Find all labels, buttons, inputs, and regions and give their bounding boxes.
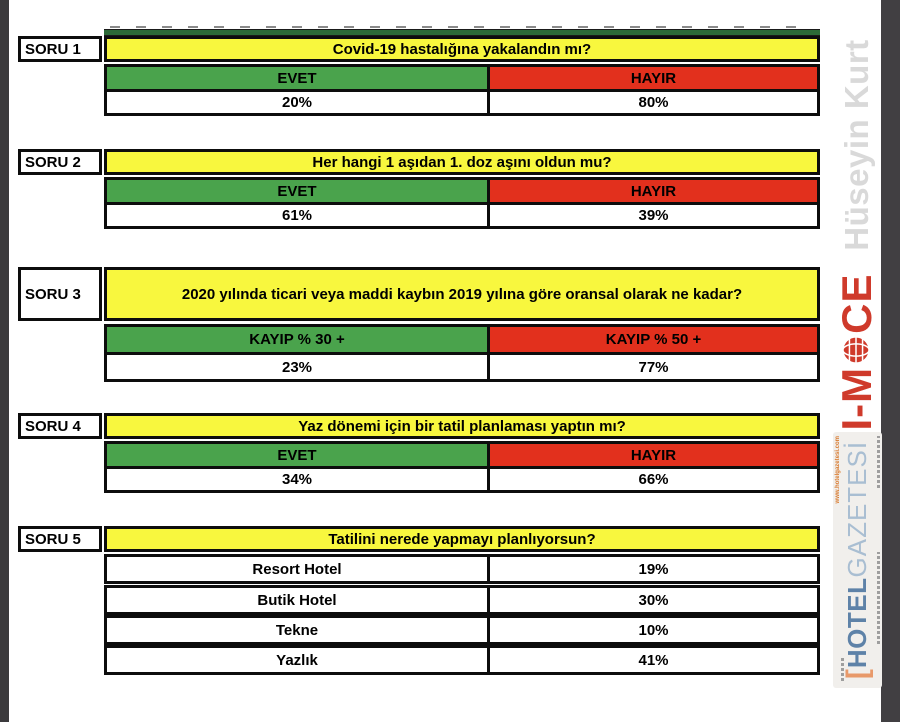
- question-number-cell: SORU 3: [18, 267, 102, 321]
- answer-no-cell: HAYIR: [490, 67, 817, 89]
- option-value: 30%: [490, 588, 817, 612]
- question-number-cell: SORU 2: [18, 149, 102, 175]
- question-number: SORU 5: [25, 530, 81, 548]
- imice-text-suffix: CE: [833, 273, 880, 334]
- option-label: Butik Hotel: [107, 588, 487, 612]
- answer-no-value: 80%: [490, 92, 817, 113]
- question-text: 2020 yılında ticari veya maddi kaybın 20…: [181, 285, 743, 303]
- question-text: Yaz dönemi için bir tatil planlaması yap…: [298, 417, 626, 435]
- answer-yes-value: 61%: [107, 205, 487, 226]
- viewer-right-edge: [881, 0, 900, 722]
- question-header: Tatilini nerede yapmayı planlıyorsun?: [104, 526, 820, 552]
- cropped-green-row-remnant: [104, 29, 820, 36]
- option-row: Resort Hotel 19%: [104, 554, 820, 584]
- question-header: Covid-19 hastalığına yakalandın mı?: [104, 36, 820, 62]
- answer-no-value: 39%: [490, 205, 817, 226]
- logo-contact-fineprint: [877, 552, 880, 644]
- question-header: Her hangi 1 aşıdan 1. doz aşını oldun mu…: [104, 149, 820, 175]
- answer-no-cell: HAYIR: [490, 180, 817, 202]
- option-row: Yazlık 41%: [104, 645, 820, 675]
- author-watermark: Hüseyin Kurt: [838, 39, 875, 251]
- answer-yes-cell: EVET: [107, 444, 487, 466]
- question-number-cell: SORU 5: [18, 526, 102, 552]
- logo-hotel-text: HOTEL: [842, 577, 872, 669]
- option-row: Tekne 10%: [104, 615, 820, 645]
- answer-loss50-cell: KAYIP % 50 +: [490, 327, 817, 352]
- imice-logo: I-M CE: [832, 264, 882, 440]
- answer-loss30-value: 23%: [107, 355, 487, 379]
- answers-table: KAYIP % 30 + KAYIP % 50 + 23% 77%: [104, 324, 820, 382]
- logo-issue-fineprint: [877, 436, 880, 488]
- answers-table: EVET HAYIR 34% 66%: [104, 441, 820, 493]
- logo-website: www.hotelgazetesi.com: [835, 436, 841, 504]
- option-label: Tekne: [107, 618, 487, 642]
- question-number: SORU 4: [25, 417, 81, 435]
- answers-table: EVET HAYIR 20% 80%: [104, 64, 820, 116]
- answer-yes-cell: EVET: [107, 180, 487, 202]
- answer-yes-value: 34%: [107, 469, 487, 490]
- question-text: Covid-19 hastalığına yakalandın mı?: [332, 40, 592, 58]
- answer-no-cell: HAYIR: [490, 444, 817, 466]
- hotel-gazetesi-logo: [ HOTEL GAZETESİ www.hotelgazetesi.com: [833, 432, 882, 688]
- question-number: SORU 1: [25, 40, 81, 58]
- answers-table: EVET HAYIR 61% 39%: [104, 177, 820, 229]
- question-number: SORU 2: [25, 153, 81, 171]
- option-value: 10%: [490, 618, 817, 642]
- option-row: Butik Hotel 30%: [104, 585, 820, 615]
- option-label: Yazlık: [107, 648, 487, 672]
- answer-yes-cell: EVET: [107, 67, 487, 89]
- option-value: 19%: [490, 557, 817, 581]
- viewer-left-edge: [0, 0, 9, 722]
- imice-text-prefix: I-M: [833, 366, 880, 431]
- option-label: Resort Hotel: [107, 557, 487, 581]
- question-number-cell: SORU 1: [18, 36, 102, 62]
- option-value: 41%: [490, 648, 817, 672]
- question-text: Her hangi 1 aşıdan 1. doz aşını oldun mu…: [312, 153, 612, 171]
- answer-loss50-value: 77%: [490, 355, 817, 379]
- answer-yes-value: 20%: [107, 92, 487, 113]
- logo-slogan-fineprint: [841, 657, 844, 681]
- question-text: Tatilini nerede yapmayı planlıyorsun?: [328, 530, 596, 548]
- answer-loss30-cell: KAYIP % 30 +: [107, 327, 487, 352]
- logo-gazetesi-text: GAZETESİ: [842, 440, 872, 578]
- logo-bracket: [: [840, 669, 874, 680]
- question-number: SORU 3: [25, 285, 81, 303]
- question-number-cell: SORU 4: [18, 413, 102, 439]
- question-header: Yaz dönemi için bir tatil planlaması yap…: [104, 413, 820, 439]
- answer-no-value: 66%: [490, 469, 817, 490]
- globe-icon: [833, 335, 881, 365]
- question-header: 2020 yılında ticari veya maddi kaybın 20…: [104, 267, 820, 321]
- cropped-text-remnant: [110, 26, 810, 28]
